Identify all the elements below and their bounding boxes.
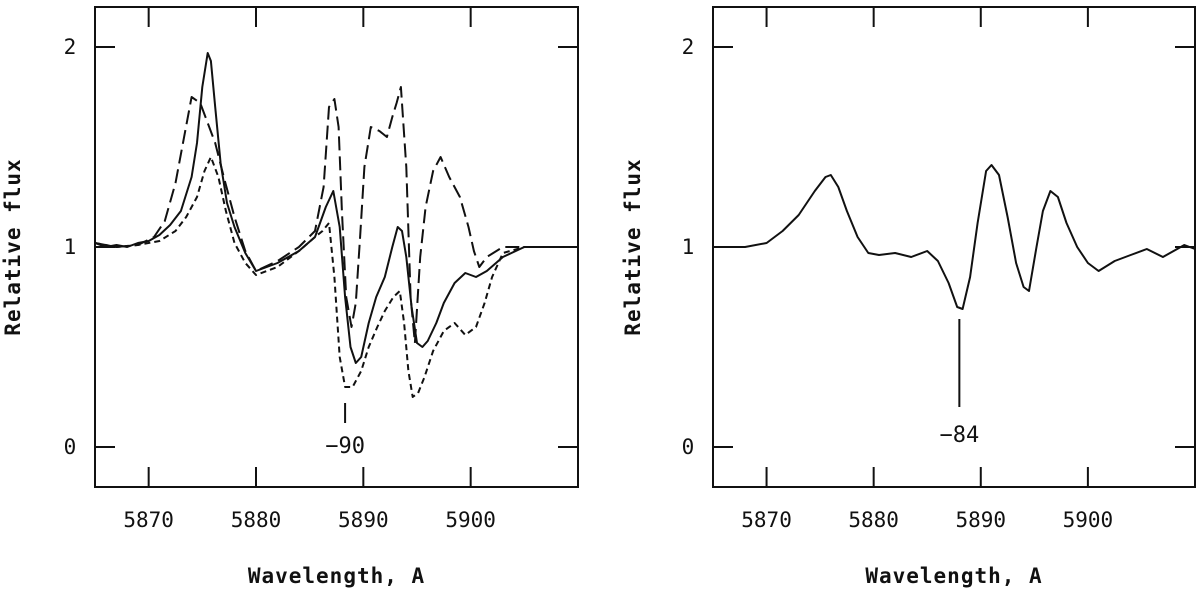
left-panel: 5870 5880 5890 5900 0 1 2 Wavelength, A Relative… <box>1 6 579 588</box>
y-axis-title: Relative flux <box>1 158 25 335</box>
series-short-dash <box>94 156 578 398</box>
right-panel: 5870 5880 5890 5900 0 1 2 Wavelength, A Relative… <box>621 6 1196 588</box>
annotation-label: −84 <box>939 423 979 448</box>
y-tick-label: 2 <box>682 35 695 59</box>
y-axis-title: Relative flux <box>621 158 645 335</box>
y-tick-label: 0 <box>682 435 695 459</box>
x-axis-title: Wavelength, A <box>865 564 1042 588</box>
x-tick-label: 5880 <box>231 508 282 532</box>
x-tick-label: 5880 <box>848 508 899 532</box>
y-tick-label: 1 <box>64 235 77 259</box>
series-solid <box>94 52 578 364</box>
plot-frame <box>712 6 1196 488</box>
x-tick-label: 5900 <box>445 508 496 532</box>
y-tick-label: 1 <box>682 235 695 259</box>
series-solid <box>713 164 1196 310</box>
series-long-dash <box>94 86 578 344</box>
x-tick-label: 5890 <box>338 508 389 532</box>
x-axis-title: Wavelength, A <box>248 564 425 588</box>
x-tick-label: 5890 <box>955 508 1006 532</box>
annotation-label: −90 <box>325 434 365 459</box>
y-tick-label: 0 <box>64 435 77 459</box>
x-tick-label: 5870 <box>123 508 174 532</box>
x-tick-label: 5900 <box>1063 508 1114 532</box>
y-tick-label: 2 <box>64 35 77 59</box>
x-tick-label: 5870 <box>741 508 792 532</box>
